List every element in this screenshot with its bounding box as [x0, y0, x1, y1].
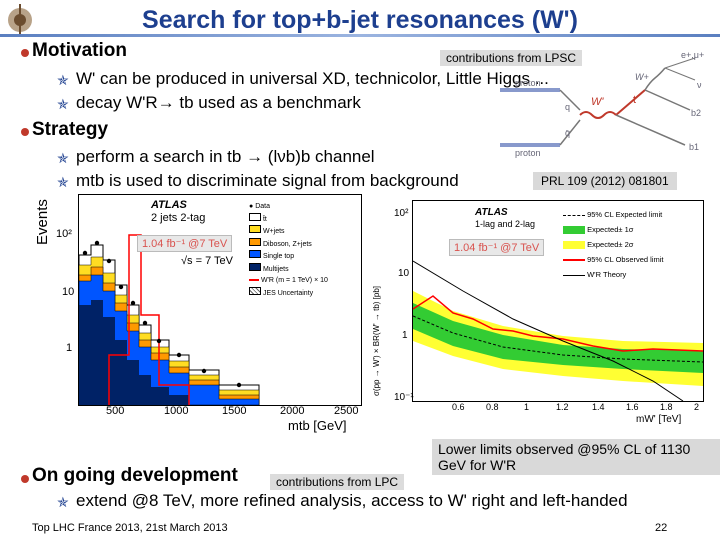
- lab-logo-icon: [2, 2, 38, 38]
- feynman-diagram: proton proton W' t e+,μ+ ν b2 b1 q q̄ W+: [485, 50, 710, 170]
- left-xtick: 2500: [334, 405, 359, 417]
- feynman-label: W+: [635, 72, 649, 82]
- star-bullet-icon: ✯: [57, 96, 69, 112]
- feynman-label: b2: [691, 108, 702, 118]
- left-plot-xlabel: mtb [GeV]: [288, 418, 347, 433]
- left-ytick: 1: [66, 342, 73, 354]
- right-plot-lumi-tag: 1.04 fb⁻¹ @7 TeV: [449, 239, 545, 256]
- legend-entry: ● Data: [249, 203, 270, 210]
- right-plot-atlas-label: ATLAS: [475, 207, 508, 218]
- legend-entry: Diboson, Z+jets: [249, 237, 359, 251]
- prl-reference: PRL 109 (2012) 081801: [533, 172, 677, 190]
- feynman-label: e+,μ+: [681, 50, 705, 60]
- feynman-label: q̄: [565, 128, 571, 138]
- bullet-icon: [21, 128, 29, 136]
- legend-entry: W'R Theory: [563, 267, 699, 282]
- left-plot-legend: ● Data t̄t W+jets Diboson, Z+jets Single…: [249, 201, 359, 299]
- star-bullet-icon: ✯: [57, 494, 69, 510]
- feynman-label: b1: [689, 142, 700, 152]
- feynman-label: q: [565, 102, 571, 112]
- legend-entry: Single top: [249, 250, 359, 263]
- right-ytick: 10: [398, 268, 410, 279]
- left-xtick: 1000: [164, 405, 189, 417]
- star-bullet-icon: ✯: [57, 150, 69, 166]
- right-plot-legend: 95% CL Expected limit Expected± 1σ Expec…: [563, 207, 699, 282]
- right-xtick: 1.8: [660, 402, 673, 412]
- left-plot-selection: 2 jets 2-tag: [151, 212, 206, 224]
- feynman-label: t: [633, 94, 637, 106]
- legend-entry: W'R (m = 1 TeV) × 10: [249, 275, 359, 287]
- right-plot-selection: 1-lag and 2-lag: [475, 219, 536, 229]
- strategy-item-1: perform a search in tb → (lνb)b channel: [76, 147, 375, 166]
- legend-entry: W+jets: [249, 225, 359, 238]
- feynman-label: proton: [515, 148, 541, 158]
- footer-text: Top LHC France 2013, 21st March 2013: [32, 522, 228, 534]
- legend-entry: Expected± 2σ: [563, 237, 699, 252]
- strategy-heading: Strategy: [32, 119, 109, 140]
- right-xtick: 2: [694, 402, 700, 412]
- right-ytick: 1: [402, 330, 408, 341]
- feynman-label: ν: [697, 80, 702, 90]
- left-plot-atlas-label: ATLAS: [151, 199, 187, 211]
- ongoing-heading: On going development: [32, 465, 238, 486]
- motivation-heading: Motivation: [32, 40, 127, 61]
- contrib-lpsc-tag: contributions from LPSC: [440, 50, 583, 66]
- lower-limit-note: Lower limits observed @95% CL of 1130 Ge…: [432, 439, 720, 475]
- legend-entry: Multijets: [249, 262, 359, 276]
- left-xtick: 2000: [280, 405, 305, 417]
- right-xtick: 1.6: [626, 402, 639, 412]
- left-ytick: 10²: [56, 228, 72, 240]
- left-plot-lumi-tag: 1.04 fb⁻¹ @7 TeV: [137, 235, 233, 252]
- ongoing-item-1: extend @8 TeV, more refined analysis, ac…: [76, 491, 628, 510]
- bullet-icon: [21, 49, 29, 57]
- right-xtick: 0.6: [452, 402, 465, 412]
- feynman-label: proton: [515, 78, 541, 88]
- right-ytick: 10²: [394, 208, 409, 219]
- right-plot-frame: ATLAS 1-lag and 2-lag 1.04 fb⁻¹ @7 TeV 9…: [412, 200, 704, 402]
- legend-entry: Expected± 1σ: [563, 222, 699, 237]
- page-number: 22: [655, 522, 668, 534]
- left-plot-frame: ATLAS 2 jets 2-tag 1.04 fb⁻¹ @7 TeV √s =…: [78, 194, 362, 406]
- legend-entry: 95% CL Expected limit: [563, 207, 699, 222]
- legend-entry: t̄t: [249, 212, 359, 226]
- right-plot-xlabel: mW' [TeV]: [636, 414, 682, 425]
- bullet-icon: [21, 475, 29, 483]
- feynman-label: W': [591, 96, 604, 108]
- right-xtick: 1.2: [556, 402, 569, 412]
- legend-entry: JES Uncertainty: [249, 286, 359, 300]
- left-xtick: 500: [106, 405, 125, 417]
- motivation-item-2: decay W'R→ tb used as a benchmark: [76, 93, 361, 112]
- page-title: Search for top+b-jet resonances (W'): [142, 6, 578, 34]
- star-bullet-icon: ✯: [57, 174, 69, 190]
- title-divider: [0, 34, 720, 37]
- contrib-lpc-tag: contributions from LPC: [270, 474, 405, 490]
- strategy-item-2: mtb is used to discriminate signal from …: [76, 171, 459, 190]
- left-xtick: 1500: [222, 405, 247, 417]
- right-xtick: 1: [524, 402, 530, 412]
- right-xtick: 0.8: [486, 402, 499, 412]
- star-bullet-icon: ✯: [57, 72, 69, 88]
- left-ytick: 10: [62, 286, 75, 298]
- left-plot-sqrts: √s = 7 TeV: [181, 255, 234, 267]
- motivation-item-1: W' can be produced in universal XD, tech…: [76, 69, 549, 88]
- right-plot-ylabel: σ(pp → W') × BR(W' → tb) [pb]: [372, 285, 381, 396]
- legend-entry: 95% CL Observed limit: [563, 252, 699, 267]
- right-xtick: 1.4: [592, 402, 605, 412]
- right-ytick: 10⁻¹: [394, 392, 414, 403]
